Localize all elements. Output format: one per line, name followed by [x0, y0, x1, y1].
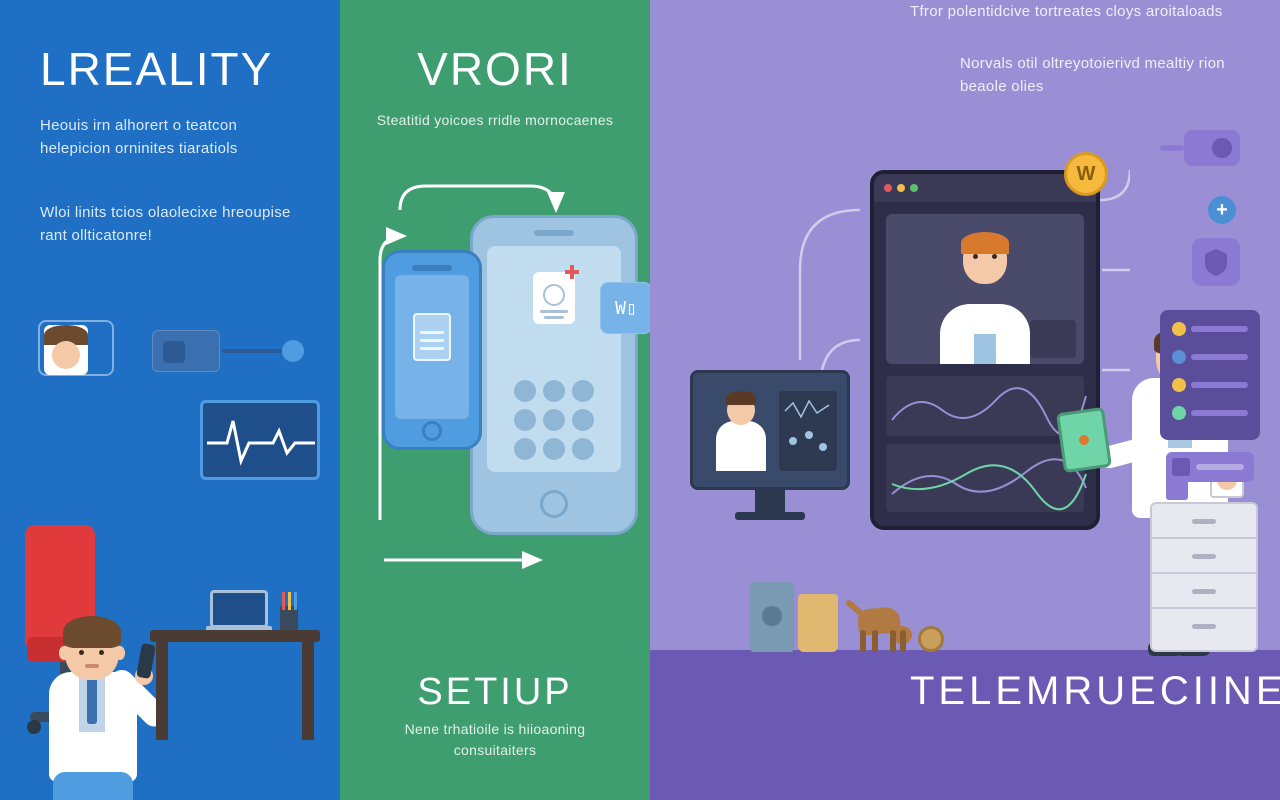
cup-illustration [798, 594, 838, 652]
cabinet-illustration [1150, 502, 1258, 652]
desk-illustration [150, 630, 320, 740]
monitor-stand [755, 490, 785, 514]
data-badge-icon: W▯ [600, 282, 650, 334]
animal-illustration [850, 592, 920, 652]
smartphone-small-illustration [382, 250, 482, 450]
panel-title-vrori: VRORI [340, 0, 650, 96]
panel-subtitle-2: Wloi linits tcios olaolecixe hreoupise r… [0, 161, 340, 248]
ecg-monitor-icon [200, 400, 320, 480]
chip-module-icon [152, 330, 220, 372]
smartphone-large-illustration [470, 215, 638, 535]
chat-bubble-icon [38, 320, 114, 376]
panel-title-setup: SETIUP [340, 671, 650, 714]
panel-subtitle-setup: Nene trhatioile is hiioaoning consuitait… [340, 719, 650, 762]
plus-badge-icon: + [1208, 196, 1236, 224]
panel-reality: LREALITY Heouis irn alhorert o teatcon h… [0, 0, 340, 800]
monitor-base [735, 512, 805, 520]
panel-subtitle-vrori: Steatitid yoicoes rridle mornocaenes [340, 96, 650, 132]
box-illustration [750, 582, 794, 652]
chip-node [282, 340, 304, 362]
panel-subtitle-top: Norvals otil oltreyotoierivd mealtiy rio… [960, 52, 1240, 99]
video-feed [886, 214, 1084, 364]
chip-connector [222, 349, 282, 353]
panel-subtitle-1: Heouis irn alhorert o teatcon helepicion… [0, 96, 340, 161]
panel-subtitle-bottom: Tfror polentidcive tortreates cloys aroi… [650, 0, 1280, 23]
data-badge-label: W▯ [615, 298, 637, 319]
video-call-screen [870, 170, 1100, 530]
infographic-stage: LREALITY Heouis irn alhorert o teatcon h… [0, 0, 1280, 800]
desktop-monitor-illustration [690, 370, 850, 490]
panel-title-reality: LREALITY [0, 0, 340, 96]
shield-icon [1192, 238, 1240, 286]
panel-setup: VRORI Steatitid yoicoes rridle mornocaen… [340, 0, 650, 800]
dashboard-panel-icon [1160, 310, 1260, 440]
panel-telemedicine: Norvals otil oltreyotoierivd mealtiy rio… [650, 0, 1280, 800]
disc-icon [918, 626, 944, 652]
coin-badge-icon: W [1064, 152, 1108, 196]
tag-icon [1166, 452, 1254, 482]
security-camera-icon [1184, 130, 1240, 166]
coin-label: W [1077, 163, 1096, 186]
panel-title-telemedicine: TELEMRUECIINE [650, 669, 1280, 714]
